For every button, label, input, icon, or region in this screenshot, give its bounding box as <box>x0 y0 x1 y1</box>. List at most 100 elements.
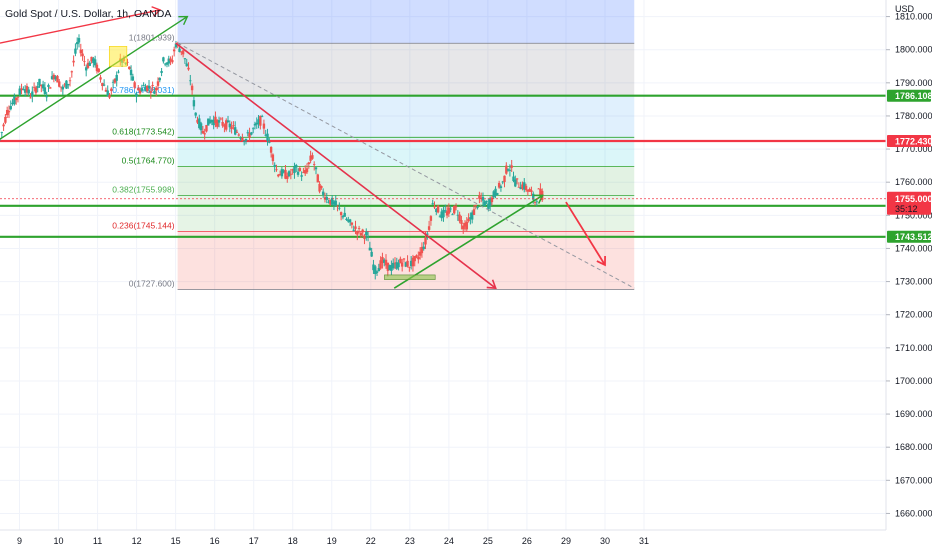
candle-body <box>506 169 510 171</box>
candle-body <box>269 146 273 153</box>
x-tick-label: 16 <box>210 536 220 546</box>
candle-body <box>106 90 109 97</box>
candle-body <box>144 86 147 92</box>
candle-body <box>497 182 501 188</box>
candle-body <box>223 125 226 127</box>
candle-body <box>494 188 497 196</box>
candle-body <box>444 210 447 212</box>
candle-body <box>300 175 303 177</box>
candle-body <box>397 262 400 268</box>
y-tick-label: 1690.000 <box>895 409 932 419</box>
candle-body <box>508 169 512 171</box>
candle-body <box>58 81 61 87</box>
candle-body <box>470 212 474 220</box>
x-tick-label: 10 <box>54 536 64 546</box>
candle-body <box>338 207 341 209</box>
candle-body <box>61 86 65 90</box>
candle-body <box>329 199 332 205</box>
candle-body <box>501 181 504 183</box>
candle-body <box>336 205 339 207</box>
candle-body <box>36 86 39 88</box>
candle-body <box>174 43 178 48</box>
currency-label: USD <box>895 4 915 14</box>
fib-label: 0.618(1773.542) <box>112 126 175 136</box>
candle-body <box>40 84 43 87</box>
candle-body <box>275 169 278 171</box>
candle-body <box>16 96 20 98</box>
candle-body <box>357 228 361 229</box>
candle-body <box>217 120 221 123</box>
candle-body <box>490 197 494 203</box>
candle-body <box>361 229 364 233</box>
candle-body <box>268 142 271 143</box>
candle-body <box>512 176 515 182</box>
candle-body <box>185 63 188 67</box>
candle-body <box>363 235 366 239</box>
candle-body <box>526 189 530 192</box>
y-tick-label: 1750.000 <box>895 210 932 220</box>
candle-body <box>251 128 255 130</box>
candle-body <box>260 116 264 118</box>
candle-body <box>205 125 208 132</box>
candle-body <box>431 203 434 205</box>
candle-body <box>476 206 479 208</box>
candle-body <box>74 48 77 54</box>
y-tick-label: 1790.000 <box>895 78 932 88</box>
candle-body <box>343 212 346 217</box>
candle-body <box>241 137 244 141</box>
projection-arrow <box>565 201 606 266</box>
candle-body <box>413 256 416 262</box>
candle-body <box>330 197 334 205</box>
candle-body <box>440 211 443 219</box>
candle-body <box>447 207 451 214</box>
candle-body <box>321 191 325 195</box>
candle-body <box>350 222 354 225</box>
candle-body <box>169 58 172 61</box>
candle-body <box>395 262 398 269</box>
candle-body <box>101 83 104 87</box>
candle-body <box>291 169 294 171</box>
candle-body <box>445 211 449 216</box>
chart-title: Gold Spot / U.S. Dollar, 1h, OANDA <box>5 8 172 20</box>
candle-body <box>309 155 312 161</box>
candle-body <box>524 185 528 191</box>
candle-body <box>233 127 237 135</box>
candle-body <box>158 77 161 81</box>
candle-body <box>110 88 113 91</box>
candle-body <box>393 262 397 264</box>
x-tick-label: 26 <box>522 536 532 546</box>
candle-body <box>128 66 131 69</box>
candle-body <box>38 78 41 86</box>
candle-body <box>366 236 370 238</box>
candle-body <box>65 80 68 89</box>
price-tag-text: 1772.430 <box>895 136 932 146</box>
price-tag-text: 1743.512 <box>895 232 932 242</box>
candle-body <box>111 81 115 83</box>
candle-body <box>221 121 224 126</box>
candle-body <box>487 203 490 209</box>
candle-body <box>23 89 27 93</box>
candle-body <box>408 266 411 268</box>
x-tick-label: 25 <box>483 536 493 546</box>
current-price-text: 1755.000 <box>895 194 932 204</box>
candle-body <box>117 71 120 73</box>
x-tick-label: 18 <box>288 536 298 546</box>
candle-body <box>142 85 145 86</box>
candle-body <box>488 198 492 207</box>
candle-body <box>377 267 381 272</box>
candle-body <box>13 96 16 105</box>
candle-body <box>417 256 420 260</box>
x-tick-label: 31 <box>639 536 649 546</box>
candle-body <box>187 67 190 70</box>
candle-body <box>409 260 413 267</box>
fib-zone <box>177 137 635 167</box>
candle-body <box>70 71 74 73</box>
candle-body <box>356 231 359 235</box>
candle-body <box>354 226 357 229</box>
candle-body <box>86 62 90 68</box>
price-tag-text: 1786.108 <box>895 91 932 101</box>
y-tick-label: 1760.000 <box>895 177 932 187</box>
candle-body <box>248 133 251 138</box>
